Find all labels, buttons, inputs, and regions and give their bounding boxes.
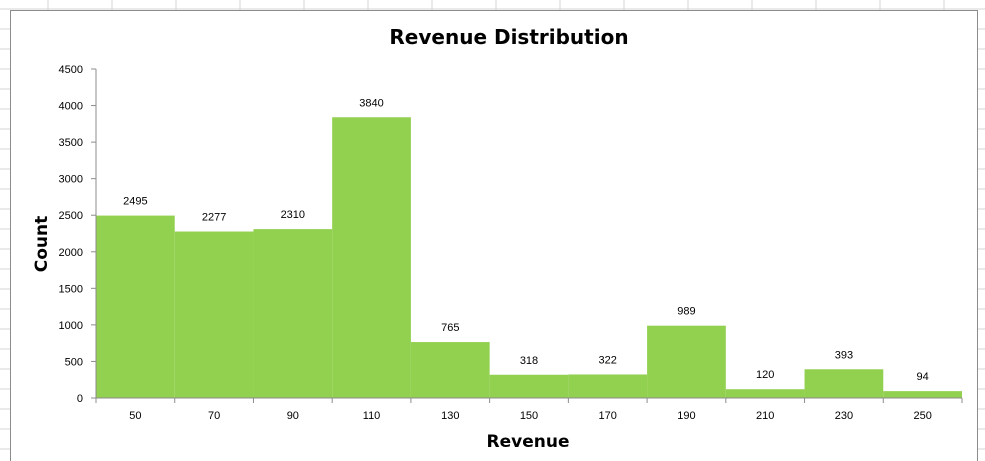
x-tick-label: 210 xyxy=(756,410,774,422)
bar-230[interactable] xyxy=(804,369,884,398)
chart-title: Revenue Distribution xyxy=(389,25,628,49)
y-axis-title: Count xyxy=(32,216,52,273)
data-label-190: 989 xyxy=(677,306,695,318)
bar-250[interactable] xyxy=(883,391,962,398)
data-label-150: 318 xyxy=(520,355,538,367)
x-tick-label: 110 xyxy=(363,410,381,422)
y-tick-label: 1000 xyxy=(59,320,83,332)
bar-90[interactable] xyxy=(253,229,333,398)
y-tick-label: 2500 xyxy=(59,210,83,222)
data-label-230: 393 xyxy=(835,349,853,361)
data-label-170: 322 xyxy=(599,354,617,366)
histogram-chart: Revenue Distribution 2495 2277 2310 3840 765… xyxy=(32,25,963,452)
y-tick-label: 4000 xyxy=(59,101,83,113)
x-tick-label: 230 xyxy=(835,410,853,422)
y-axis-ticks: 0 500 1000 1500 2000 2500 3000 3500 4000 4500 xyxy=(59,64,96,405)
x-tick-label: 190 xyxy=(677,410,695,422)
x-axis-title: Revenue xyxy=(487,432,570,452)
bar-50[interactable] xyxy=(96,215,175,398)
bars-group xyxy=(96,117,962,399)
y-tick-label: 3500 xyxy=(59,137,83,149)
chart-area[interactable]: Revenue Distribution 2495 2277 2310 3840 765… xyxy=(10,10,978,461)
bar-110[interactable] xyxy=(332,117,411,399)
bar-130[interactable] xyxy=(410,342,490,398)
bar-210[interactable] xyxy=(725,389,805,398)
x-tick-label: 150 xyxy=(520,410,538,422)
bar-170[interactable] xyxy=(568,374,648,398)
bar-70[interactable] xyxy=(174,231,254,398)
data-label-50: 2495 xyxy=(123,196,147,208)
y-tick-label: 500 xyxy=(65,356,83,368)
x-tick-label: 250 xyxy=(913,410,931,422)
data-label-90: 2310 xyxy=(281,209,305,221)
data-label-210: 120 xyxy=(756,369,774,381)
data-label-250: 94 xyxy=(917,371,929,383)
y-tick-label: 2000 xyxy=(59,247,83,259)
x-tick-label: 170 xyxy=(599,410,617,422)
data-label-130: 765 xyxy=(441,322,459,334)
data-label-110: 3840 xyxy=(359,97,383,109)
x-tick-label: 50 xyxy=(129,410,141,422)
x-axis-ticks: 50 70 90 110 130 150 170 190 210 230 250 xyxy=(95,398,963,422)
x-tick-label: 130 xyxy=(441,410,459,422)
y-tick-label: 4500 xyxy=(59,64,83,76)
data-label-70: 2277 xyxy=(202,212,226,224)
bar-190[interactable] xyxy=(647,325,726,398)
y-tick-label: 0 xyxy=(77,393,83,405)
x-tick-label: 90 xyxy=(287,410,299,422)
bar-150[interactable] xyxy=(489,374,569,398)
data-labels-group: 2495 2277 2310 3840 765 318 322 989 120 393 94 xyxy=(123,97,929,383)
x-tick-label: 70 xyxy=(208,410,220,422)
y-tick-label: 3000 xyxy=(59,174,83,186)
y-tick-label: 1500 xyxy=(59,283,83,295)
